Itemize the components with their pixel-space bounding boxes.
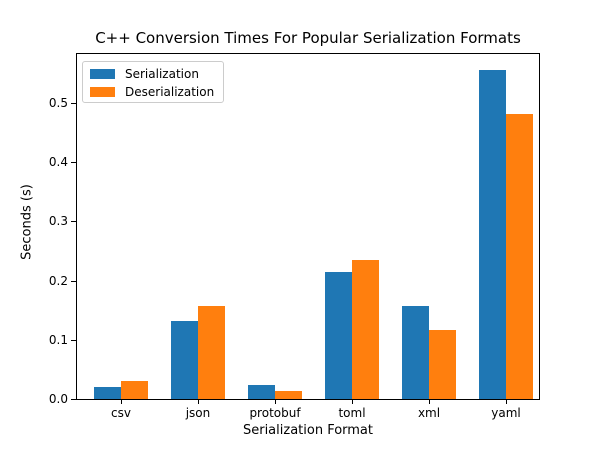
x-tick-label-yaml: yaml — [491, 406, 521, 420]
bar-serialization-yaml — [479, 70, 506, 399]
y-tick-mark — [71, 162, 76, 163]
y-tick-mark — [71, 399, 76, 400]
bar-deserialization-xml — [429, 330, 456, 399]
y-tick-label: 0.5 — [48, 96, 68, 110]
serialization-color-swatch — [90, 69, 115, 79]
bar-deserialization-json — [198, 306, 225, 399]
y-tick-label: 0.0 — [48, 392, 68, 406]
legend-label-deserialization: Deserialization — [125, 85, 215, 99]
x-tick-label-toml: toml — [338, 406, 366, 420]
chart-title: C++ Conversion Times For Popular Seriali… — [95, 29, 521, 47]
y-tick-mark — [71, 221, 76, 222]
bar-serialization-json — [171, 321, 198, 399]
deserialization-color-swatch — [90, 87, 115, 97]
y-tick-label: 0.1 — [48, 333, 68, 347]
legend-item-deserialization: Deserialization — [90, 84, 217, 100]
bar-deserialization-csv — [121, 381, 148, 399]
y-tick-mark — [71, 103, 76, 104]
bar-serialization-protobuf — [248, 385, 275, 399]
x-tick-mark — [506, 400, 507, 404]
x-axis-label: Serialization Format — [242, 423, 374, 438]
legend-item-serialization: Serialization — [90, 66, 217, 82]
y-tick-mark — [71, 281, 76, 282]
x-tick-label-json: json — [185, 406, 211, 420]
bar-deserialization-yaml — [506, 114, 533, 399]
x-tick-mark — [429, 400, 430, 404]
bar-serialization-xml — [402, 306, 429, 399]
x-tick-label-protobuf: protobuf — [249, 406, 301, 420]
y-tick-mark — [71, 340, 76, 341]
x-tick-mark — [352, 400, 353, 404]
legend-label-serialization: Serialization — [125, 67, 199, 81]
x-tick-label-xml: xml — [417, 406, 441, 420]
x-tick-mark — [198, 400, 199, 404]
plot-area — [76, 53, 540, 400]
bar-serialization-csv — [94, 387, 121, 399]
bar-deserialization-toml — [352, 260, 379, 399]
y-tick-label: 0.4 — [48, 155, 68, 169]
legend: Serialization Deserialization — [82, 61, 224, 103]
x-tick-mark — [121, 400, 122, 404]
bar-serialization-toml — [325, 272, 352, 399]
bar-deserialization-protobuf — [275, 391, 302, 399]
x-tick-mark — [275, 400, 276, 404]
y-tick-label: 0.3 — [48, 214, 68, 228]
x-tick-label-csv: csv — [111, 406, 131, 420]
y-tick-label: 0.2 — [48, 274, 68, 288]
y-axis-label: Seconds (s) — [19, 184, 35, 260]
